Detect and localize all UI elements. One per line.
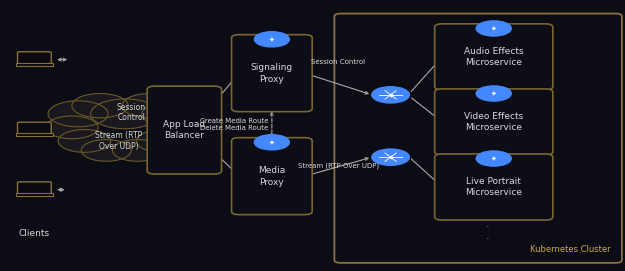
Circle shape: [81, 140, 131, 161]
Circle shape: [48, 101, 108, 127]
Text: App Load
Balancer: App Load Balancer: [163, 120, 206, 140]
Text: Session Control: Session Control: [311, 59, 366, 65]
Circle shape: [91, 99, 159, 129]
Text: ✦: ✦: [491, 91, 497, 96]
Text: ✦: ✦: [491, 25, 497, 31]
FancyBboxPatch shape: [18, 122, 51, 134]
Text: ✦: ✦: [269, 139, 275, 145]
Bar: [16, 63, 53, 66]
Bar: [16, 133, 53, 136]
FancyBboxPatch shape: [231, 138, 312, 215]
Text: Session
Control: Session Control: [117, 103, 146, 122]
Circle shape: [46, 116, 98, 139]
Bar: [16, 193, 53, 196]
FancyBboxPatch shape: [18, 182, 51, 194]
FancyBboxPatch shape: [148, 86, 222, 174]
Circle shape: [152, 116, 204, 139]
Circle shape: [254, 32, 289, 47]
FancyBboxPatch shape: [435, 24, 553, 90]
Text: Create Media Route
Delete Media Route: Create Media Route Delete Media Route: [200, 118, 269, 131]
Text: Clients: Clients: [19, 228, 50, 238]
Text: Media
Proxy: Media Proxy: [258, 166, 286, 186]
Text: Stream (RTP
Over UDP): Stream (RTP Over UDP): [95, 131, 142, 151]
Circle shape: [476, 86, 511, 101]
Circle shape: [122, 93, 178, 118]
Circle shape: [58, 130, 111, 152]
Text: Live Portrait
Microservice: Live Portrait Microservice: [465, 177, 522, 197]
Circle shape: [136, 130, 189, 152]
Text: ·
·: · ·: [486, 222, 489, 244]
Circle shape: [142, 101, 202, 127]
Circle shape: [372, 149, 409, 165]
Text: Stream (RTP Over UDP): Stream (RTP Over UDP): [298, 162, 379, 169]
Circle shape: [254, 135, 289, 150]
FancyBboxPatch shape: [231, 35, 312, 112]
Text: Signaling
Proxy: Signaling Proxy: [251, 63, 293, 83]
Text: Video Effects
Microservice: Video Effects Microservice: [464, 112, 523, 132]
Text: ✦: ✦: [269, 36, 275, 42]
Text: ✦: ✦: [491, 156, 497, 162]
Text: Kubernetes Cluster: Kubernetes Cluster: [530, 245, 611, 254]
Text: Audio Effects
Microservice: Audio Effects Microservice: [464, 47, 524, 67]
FancyBboxPatch shape: [435, 154, 553, 220]
Circle shape: [372, 87, 409, 103]
Circle shape: [476, 21, 511, 36]
Circle shape: [112, 140, 162, 161]
FancyBboxPatch shape: [435, 89, 553, 155]
Circle shape: [72, 93, 128, 118]
FancyBboxPatch shape: [18, 52, 51, 64]
Circle shape: [476, 151, 511, 166]
